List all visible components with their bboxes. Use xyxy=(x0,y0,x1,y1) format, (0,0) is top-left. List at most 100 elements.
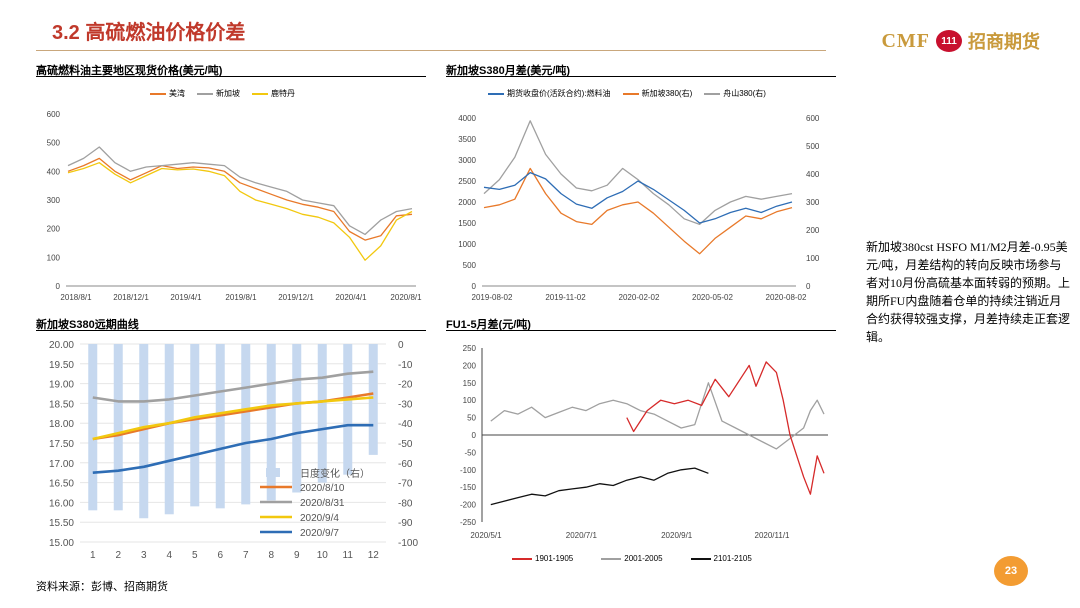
logo-cmf-text: CMF xyxy=(881,29,930,52)
chart3-y-right-tick-label: -60 xyxy=(398,459,413,470)
chart2-y-right-tick-label: 100 xyxy=(806,254,820,263)
chart3-legend-label: 2020/9/7 xyxy=(300,528,339,539)
chart3-y-right-tick-label: -90 xyxy=(398,518,413,529)
chart4-fu-spread: 250 200 150 100 50 0 -50 -100 -150 -200 -250 2020/5… xyxy=(460,344,828,540)
chart2-y-right-tick-label: 200 xyxy=(806,226,820,235)
legend-label: 1901-1905 xyxy=(535,554,574,563)
commentary-text: 新加坡380cst HSFO M1/M2月差-0.95美元/吨，月差结构的转向反… xyxy=(866,240,1071,344)
legend-swatch xyxy=(197,92,213,95)
legend-label: 2101-2105 xyxy=(713,554,752,563)
chart3-bar xyxy=(343,344,353,475)
chart2-x-tick-label: 2019-11-02 xyxy=(545,293,586,302)
chart3-x-tick-label: 11 xyxy=(343,550,354,561)
legend-swatch xyxy=(150,92,166,95)
chart3-bar xyxy=(266,344,276,501)
chart2-y-left-tick-label: 2500 xyxy=(458,177,476,186)
chart3-legend-swatch xyxy=(266,468,280,477)
chart3-y-right-tick-label: -20 xyxy=(398,380,413,391)
logo-cn-text: 招商期货 xyxy=(968,32,1040,52)
chart3-y-left-tick-label: 15.50 xyxy=(49,518,74,529)
chart4-y-tick-label: -200 xyxy=(460,501,477,510)
chart2-series-line xyxy=(483,171,793,224)
chart2-series-line xyxy=(483,120,793,226)
chart1-y-tick-label: 200 xyxy=(47,225,61,234)
chart2-y-right-tick-label: 300 xyxy=(806,198,820,207)
chart2-y-left-tick-label: 0 xyxy=(472,282,477,291)
chart3-y-right-tick-label: -70 xyxy=(398,479,413,490)
chart2-x-tick-label: 2020-05-02 xyxy=(692,293,733,302)
chart3-bar xyxy=(190,344,200,507)
chart4-y-tick-label: -250 xyxy=(460,518,477,527)
chart2-x-tick-label: 2020-08-02 xyxy=(766,293,807,302)
slide-title: 3.2 高硫燃油价格价差 xyxy=(52,22,246,44)
chart4-x-tick-label: 2020/5/1 xyxy=(470,531,502,540)
chart3-bar xyxy=(88,344,98,511)
legend-swatch xyxy=(690,557,711,560)
legend-label: 新加坡 xyxy=(216,89,240,98)
chart3-series-line xyxy=(92,423,374,474)
chart1-x-tick-label: 2019/12/1 xyxy=(278,293,314,302)
chart4-y-tick-label: 0 xyxy=(472,431,477,440)
chart2-x-tick-label: 2020-02-02 xyxy=(619,293,660,302)
chart1-x-tick-label: 2019/4/1 xyxy=(170,293,202,302)
legend-swatch xyxy=(704,92,721,95)
chart4-series-line xyxy=(490,467,709,506)
chart2-y-left-tick-label: 1500 xyxy=(458,219,476,228)
chart1-rule xyxy=(36,76,426,77)
chart2-y-left-tick-label: 4000 xyxy=(458,114,476,123)
chart3-x-tick-label: 2 xyxy=(115,550,121,561)
chart4-rule xyxy=(446,330,836,331)
chart3-y-left-tick-label: 19.50 xyxy=(49,360,74,371)
chart3-bar xyxy=(292,344,302,493)
chart2-legend-item: 新加坡380(右) xyxy=(622,88,693,99)
chart3-y-left-tick-label: 18.50 xyxy=(49,399,74,410)
chart3-bar xyxy=(139,344,149,519)
legend-swatch xyxy=(488,92,504,95)
chart3-y-right-tick-label: -100 xyxy=(398,538,418,549)
chart1-series-line xyxy=(67,157,413,241)
chart2-y-right-tick-label: 500 xyxy=(806,142,820,151)
chart1-y-tick-label: 600 xyxy=(47,110,61,119)
chart2-legend: 期货收盘价(活跃合约):燃料油 新加坡380(右) 舟山380(右) xyxy=(488,88,766,99)
chart1-series-line xyxy=(67,162,413,261)
chart3-y-right-tick-label: -80 xyxy=(398,498,413,509)
legend-label: 2001-2005 xyxy=(624,554,663,563)
chart4-title: FU1-5月差(元/吨) xyxy=(446,319,531,331)
chart3-title: 新加坡S380远期曲线 xyxy=(36,319,139,331)
legend-label: 新加坡380(右) xyxy=(641,89,693,98)
legend-label: 美湾 xyxy=(169,89,185,98)
chart3-y-left-tick-label: 18.00 xyxy=(49,419,74,430)
chart3-x-tick-label: 12 xyxy=(368,550,380,561)
chart4-y-tick-label: 150 xyxy=(463,379,477,388)
chart3-rule xyxy=(36,330,426,331)
chart4-y-tick-label: -50 xyxy=(464,448,476,457)
chart4-y-tick-label: -150 xyxy=(460,483,477,492)
chart1-x-tick-label: 2018/8/1 xyxy=(60,293,92,302)
chart2-y-right-tick-label: 600 xyxy=(806,114,820,123)
chart2-rule xyxy=(446,76,836,77)
chart1-spot-prices: 600 500 400 300 200 100 0 2018/8/1 2018/12/1 2019… xyxy=(47,110,422,302)
legend-label: 舟山380(右) xyxy=(723,89,766,98)
chart3-y-left-tick-label: 15.00 xyxy=(49,538,74,549)
chart4-x-tick-label: 2020/11/1 xyxy=(755,531,791,540)
legend-swatch xyxy=(512,557,532,560)
chart3-y-right-tick-label: -50 xyxy=(398,439,413,450)
chart2-y-left-tick-label: 3500 xyxy=(458,135,476,144)
chart3-x-tick-label: 10 xyxy=(317,550,329,561)
chart3-bar xyxy=(241,344,251,505)
chart3-bar xyxy=(215,344,225,509)
chart3-bar xyxy=(164,344,174,515)
chart1-y-tick-label: 0 xyxy=(56,282,61,291)
chart1-title: 高硫燃料油主要地区现货价格(美元/吨) xyxy=(36,65,223,77)
company-logo: CMF 111 招商期货 xyxy=(881,28,1040,54)
chart3-legend-label: 日度变化（右） xyxy=(300,467,370,480)
chart3-bar xyxy=(113,344,123,511)
chart1-y-tick-label: 500 xyxy=(47,139,61,148)
chart4-y-tick-label: 50 xyxy=(467,414,476,423)
data-source: 资料来源：彭博、招商期货 xyxy=(36,581,168,593)
chart2-y-right-tick-label: 0 xyxy=(806,282,811,291)
chart1-y-tick-label: 400 xyxy=(47,167,61,176)
chart4-legend-item: 2001-2005 xyxy=(601,554,663,563)
chart3-forward-curve: 20.00 19.50 19.00 18.50 18.00 17.50 17.00 16.50… xyxy=(49,340,418,561)
chart4-legend-item: 2101-2105 xyxy=(690,554,752,563)
